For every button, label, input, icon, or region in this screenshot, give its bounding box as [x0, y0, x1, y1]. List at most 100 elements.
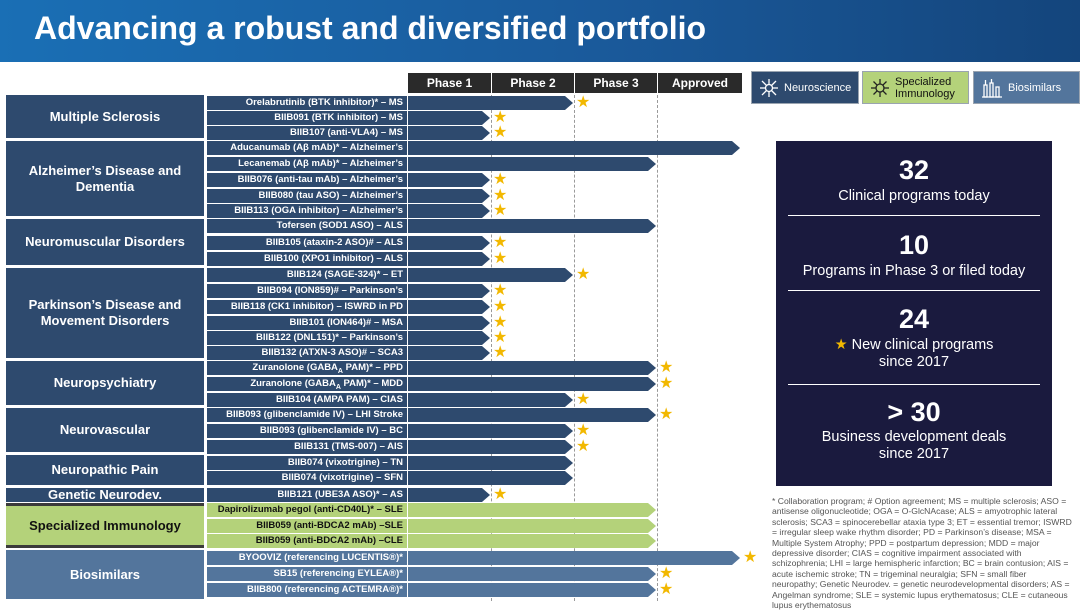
new-program-star-icon: ★	[493, 109, 508, 126]
progress-bar	[408, 126, 490, 140]
progress-bar-arrow	[408, 157, 656, 171]
progress-bar	[408, 440, 573, 454]
new-program-star-icon: ★	[493, 282, 508, 299]
new-program-star-icon: ★	[576, 422, 591, 439]
stat-divider	[788, 290, 1040, 291]
program-label: Dapirolizumab pegol (anti-CD40L)* – SLE	[207, 503, 407, 517]
stat-value: > 30	[887, 397, 941, 427]
category-neuropathic-pain: Neuropathic Pain	[6, 455, 204, 485]
progress-bar-arrow	[408, 440, 573, 454]
progress-bar	[408, 316, 490, 330]
progress-bar	[408, 361, 656, 375]
new-program-star-icon: ★	[493, 171, 508, 188]
progress-bar	[408, 551, 740, 565]
program-label: BIIB093 (glibenclamide IV) – BC	[207, 424, 407, 438]
program-label: BIIB800 (referencing ACTEMRA®)*	[207, 583, 407, 597]
progress-bar-arrow	[408, 424, 573, 438]
progress-bar-arrow	[408, 189, 490, 203]
program-label: BIIB094 (ION859)# – Parkinson’s	[207, 284, 407, 298]
progress-bar-arrow	[408, 331, 490, 345]
new-program-star-icon: ★	[576, 266, 591, 283]
progress-bar	[408, 424, 573, 438]
stat-label: Business development deals since 2017	[821, 429, 1007, 462]
progress-bar-arrow	[408, 284, 490, 298]
new-program-star-icon: ★	[493, 329, 508, 346]
program-label: Lecanemab (Aβ mAb)* – Alzheimer’s	[207, 157, 407, 171]
progress-bar	[408, 300, 490, 314]
program-label: BIIB100 (XPO1 inhibitor) – ALS	[207, 252, 407, 266]
progress-bar	[408, 252, 490, 266]
stat-value: 24	[898, 304, 930, 334]
program-label: BIIB076 (anti-tau mAb) – Alzheimer’s	[207, 173, 407, 187]
progress-bar	[408, 173, 490, 187]
progress-bar	[408, 331, 490, 345]
progress-bar-arrow	[408, 377, 656, 391]
program-label: BIIB104 (AMPA PAM) – CIAS	[207, 393, 407, 407]
stat-label: ★ New clinical programs since 2017	[816, 337, 1012, 371]
category-specialized-immunology: Specialized Immunology	[6, 503, 204, 548]
progress-bar-arrow	[408, 96, 573, 110]
program-label: Orelabrutinib (BTK inhibitor)* – MS	[207, 96, 407, 110]
new-program-star-icon: ★	[493, 344, 508, 361]
progress-bar-arrow	[408, 346, 490, 360]
program-label: BIIB122 (DNL151)* – Parkinson’s	[207, 331, 407, 345]
program-label: BIIB118 (CK1 inhibitor) – ISWRD in PD	[207, 300, 407, 314]
new-program-star-icon: ★	[659, 375, 674, 392]
progress-bar	[408, 503, 656, 517]
progress-bar	[408, 111, 490, 125]
program-label: BIIB101 (ION464)# – MSA	[207, 316, 407, 330]
progress-bar	[408, 456, 573, 470]
new-program-star-icon: ★	[493, 124, 508, 141]
program-label: BIIB131 (TMS-007) – AIS	[207, 440, 407, 454]
category-multiple-sclerosis: Multiple Sclerosis	[6, 95, 204, 138]
immune-cell-icon	[871, 78, 889, 97]
new-program-star-icon: ★	[493, 486, 508, 503]
progress-bar	[408, 236, 490, 250]
category-parkinsons: Parkinson’s Disease and Movement Disorde…	[6, 268, 204, 358]
category-neurovascular: Neurovascular	[6, 408, 204, 452]
progress-bar-arrow	[408, 551, 740, 565]
program-label: BIIB121 (UBE3A ASO)* – AS	[207, 488, 407, 502]
new-program-star-icon: ★	[743, 549, 758, 566]
progress-bar	[408, 219, 656, 233]
progress-bar	[408, 534, 656, 548]
progress-bar-arrow	[408, 173, 490, 187]
progress-bar-arrow	[408, 488, 490, 502]
program-label: BIIB093 (glibenclamide IV) – LHI Stroke	[207, 408, 407, 422]
neuron-icon	[760, 78, 778, 97]
phase-header-approved: Approved	[658, 73, 742, 93]
progress-bar	[408, 519, 656, 533]
legend-label-immunology: Specialized Immunology	[895, 75, 955, 100]
stat-label: Clinical programs today	[838, 188, 990, 204]
phase-divider	[657, 95, 658, 601]
program-label: BIIB074 (vixotrigine) – TN	[207, 456, 407, 470]
program-label: BIIB113 (OGA inhibitor) – Alzheimer’s	[207, 204, 407, 218]
progress-bar-arrow	[408, 567, 656, 581]
program-label: BIIB105 (ataxin-2 ASO)# – ALS	[207, 236, 407, 250]
program-label: BIIB074 (vixotrigine) – SFN	[207, 471, 407, 485]
progress-bar	[408, 204, 490, 218]
program-label: BIIB091 (BTK inhibitor) – MS	[207, 111, 407, 125]
progress-bar-arrow	[408, 503, 656, 517]
stats-panel: 32 Clinical programs today 10 Programs i…	[776, 141, 1052, 486]
program-label: BIIB124 (SAGE-324)* – ET	[207, 268, 407, 282]
phase-divider	[574, 95, 575, 601]
new-program-star-icon: ★	[493, 202, 508, 219]
program-label: BIIB080 (tau ASO) – Alzheimer’s	[207, 189, 407, 203]
progress-bar-arrow	[408, 268, 573, 282]
legend-label-neuroscience: Neuroscience	[784, 81, 852, 94]
new-program-star-icon: ★	[576, 391, 591, 408]
new-program-star-icon: ★	[659, 406, 674, 423]
progress-bar-arrow	[408, 456, 573, 470]
legend-biosimilars: Biosimilars	[973, 71, 1080, 104]
new-program-star-icon: ★	[659, 359, 674, 376]
program-label: SB15 (referencing EYLEA®)*	[207, 567, 407, 581]
progress-bar	[408, 377, 656, 391]
progress-bar	[408, 96, 573, 110]
progress-bar	[408, 268, 573, 282]
progress-bar-arrow	[408, 583, 656, 597]
stat-value: 10	[898, 230, 930, 260]
category-alzheimers: Alzheimer’s Disease and Dementia	[6, 141, 204, 216]
progress-bar	[408, 471, 573, 485]
program-label: BIIB059 (anti-BDCA2 mAb) –SLE	[207, 519, 407, 533]
